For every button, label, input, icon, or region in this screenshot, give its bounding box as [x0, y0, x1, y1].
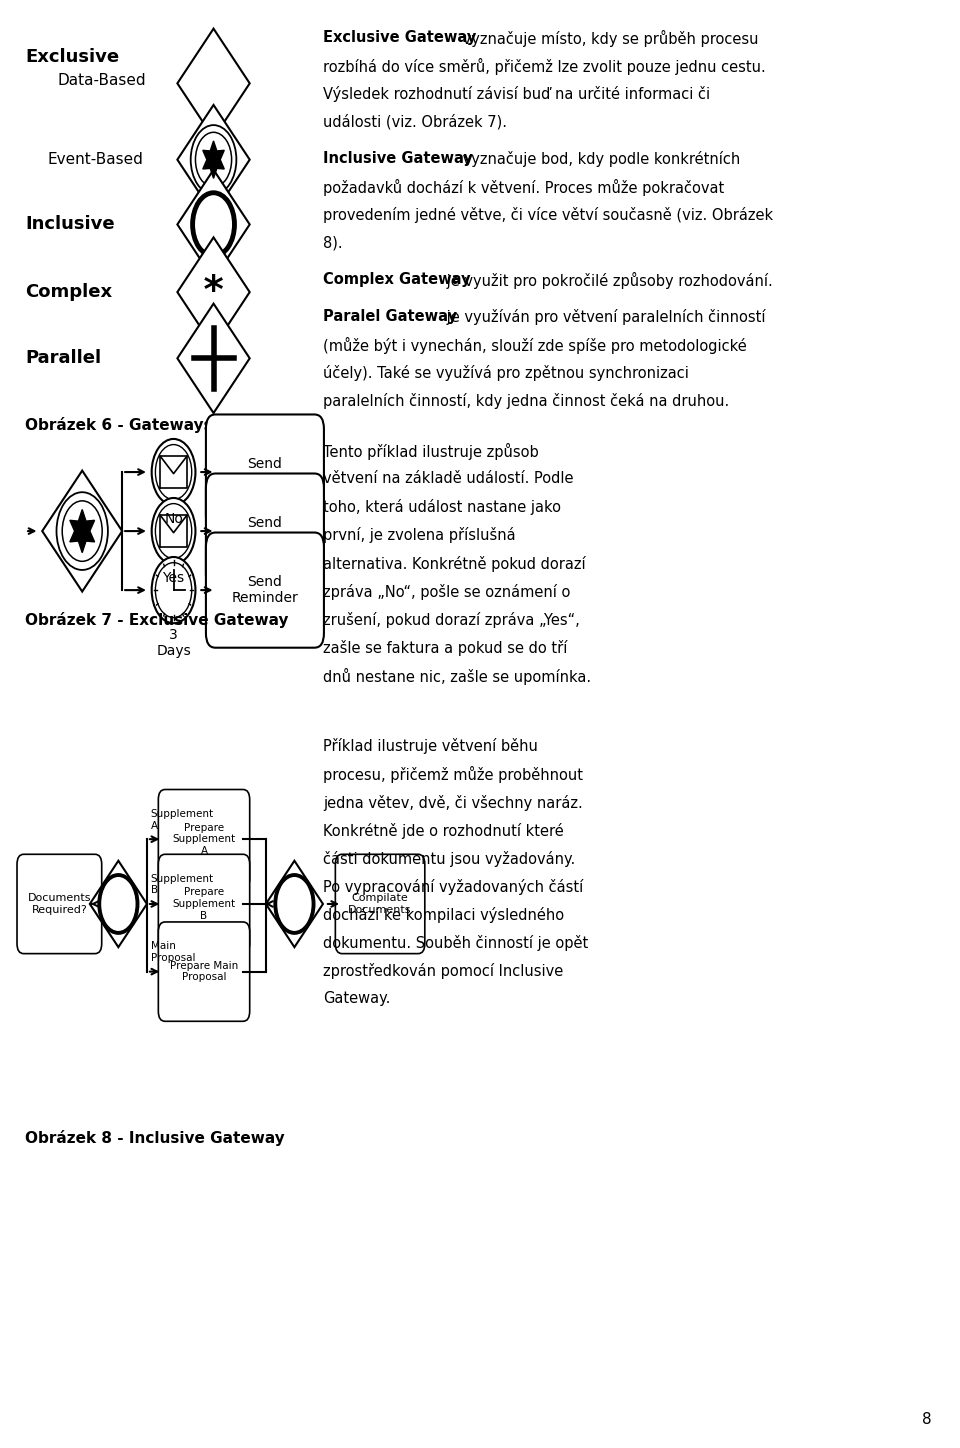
Text: Compilate
Documents: Compilate Documents	[348, 893, 412, 915]
Text: Inclusive Gateway: Inclusive Gateway	[323, 151, 473, 167]
Circle shape	[276, 875, 314, 933]
Polygon shape	[42, 471, 122, 592]
Text: Exclusive Gateway: Exclusive Gateway	[323, 30, 476, 45]
Polygon shape	[266, 860, 323, 947]
Circle shape	[191, 125, 236, 194]
Text: vyznačuje bod, kdy podle konkrétních: vyznačuje bod, kdy podle konkrétních	[458, 151, 740, 167]
Text: Prepare
Supplement
A: Prepare Supplement A	[173, 822, 235, 856]
Text: dnů nestane nic, zašle se upomínka.: dnů nestane nic, zašle se upomínka.	[323, 668, 591, 685]
FancyBboxPatch shape	[206, 533, 324, 647]
Text: zašle se faktura a pokud se do tří: zašle se faktura a pokud se do tří	[323, 640, 567, 656]
Circle shape	[193, 193, 234, 256]
Text: alternativa. Konkrétně pokud dorazí: alternativa. Konkrétně pokud dorazí	[323, 556, 586, 572]
Text: rozbíhá do více směrů, přičemž lze zvolit pouze jednu cestu.: rozbíhá do více směrů, přičemž lze zvoli…	[323, 58, 766, 75]
Circle shape	[156, 504, 192, 559]
Text: toho, která událost nastane jako: toho, která událost nastane jako	[323, 500, 561, 515]
Text: události (viz. Obrázek 7).: události (viz. Obrázek 7).	[323, 114, 507, 130]
Text: první, je zvolena příslušná: první, je zvolena příslušná	[323, 527, 516, 543]
FancyBboxPatch shape	[206, 473, 324, 589]
Polygon shape	[90, 860, 147, 947]
Text: Yes: Yes	[162, 572, 184, 585]
Text: dokumentu. Souběh činností je opět: dokumentu. Souběh činností je opět	[323, 935, 588, 951]
Text: Obrázek 6 - Gateways: Obrázek 6 - Gateways	[25, 417, 213, 433]
Polygon shape	[178, 104, 250, 214]
Text: vyznačuje místo, kdy se průběh procesu: vyznačuje místo, kdy se průběh procesu	[458, 30, 758, 48]
Circle shape	[156, 563, 192, 618]
Text: Gateway.: Gateway.	[323, 990, 391, 1006]
Text: Exclusive: Exclusive	[25, 48, 119, 67]
Polygon shape	[178, 29, 250, 138]
Text: Po vypracování vyžadovaných částí: Po vypracování vyžadovaných částí	[323, 879, 584, 895]
Circle shape	[99, 875, 137, 933]
Circle shape	[152, 557, 196, 623]
Polygon shape	[70, 510, 95, 553]
FancyBboxPatch shape	[158, 922, 250, 1021]
Text: Documents
Required?: Documents Required?	[28, 893, 91, 915]
Polygon shape	[178, 304, 250, 413]
Text: Výsledek rozhodnutí závisí buď na určité informaci či: Výsledek rozhodnutí závisí buď na určité…	[323, 87, 710, 103]
Text: požadavků dochází k větvení. Proces může pokračovat: požadavků dochází k větvení. Proces může…	[323, 180, 724, 195]
Text: zrušení, pokud dorazí zpráva „Yes“,: zrušení, pokud dorazí zpráva „Yes“,	[323, 611, 580, 627]
FancyBboxPatch shape	[335, 854, 425, 954]
Polygon shape	[178, 169, 250, 279]
Text: Supplement
A: Supplement A	[151, 809, 214, 831]
Text: No: No	[164, 513, 183, 527]
Text: paralelních činností, kdy jedna činnost čeká na druhou.: paralelních činností, kdy jedna činnost …	[323, 392, 730, 408]
Circle shape	[196, 132, 231, 187]
Text: Prepare Main
Proposal: Prepare Main Proposal	[170, 961, 238, 982]
Text: jedna větev, dvě, či všechny naráz.: jedna větev, dvě, či všechny naráz.	[323, 795, 583, 811]
Text: Complex: Complex	[25, 284, 112, 301]
FancyBboxPatch shape	[158, 789, 250, 889]
Circle shape	[152, 439, 196, 505]
Circle shape	[62, 501, 102, 562]
Circle shape	[152, 498, 196, 565]
Text: části dokumentu jsou vyžadovány.: části dokumentu jsou vyžadovány.	[323, 850, 575, 867]
Text: Data-Based: Data-Based	[58, 72, 146, 88]
Polygon shape	[203, 140, 225, 178]
Text: Event-Based: Event-Based	[48, 152, 144, 167]
Text: Paralel Gateway: Paralel Gateway	[323, 308, 457, 324]
Text: 3
Days: 3 Days	[156, 627, 191, 657]
Text: Send
Invoice: Send Invoice	[240, 515, 290, 546]
Text: Supplement
B: Supplement B	[151, 873, 214, 895]
Text: Send
Reminder: Send Reminder	[231, 575, 299, 605]
Text: Tento příklad ilustruje způsob: Tento příklad ilustruje způsob	[323, 443, 539, 460]
Text: Obrázek 8 - Inclusive Gateway: Obrázek 8 - Inclusive Gateway	[25, 1129, 285, 1145]
Text: Complex Gateway: Complex Gateway	[323, 272, 470, 287]
Text: Send
Cancel: Send Cancel	[241, 458, 289, 487]
FancyBboxPatch shape	[158, 854, 250, 954]
Text: 8).: 8).	[323, 235, 343, 251]
Text: Obrázek 7 - Exclusive Gateway: Obrázek 7 - Exclusive Gateway	[25, 611, 289, 627]
Text: Inclusive: Inclusive	[25, 216, 115, 233]
Text: je využit pro pokročilé způsoby rozhodování.: je využit pro pokročilé způsoby rozhodov…	[443, 272, 773, 290]
Text: *: *	[202, 274, 226, 311]
Text: Příklad ilustruje větvení běhu: Příklad ilustruje větvení běhu	[323, 738, 538, 754]
FancyBboxPatch shape	[206, 414, 324, 530]
Circle shape	[156, 445, 192, 500]
Text: zprostředkován pomocí Inclusive: zprostředkován pomocí Inclusive	[323, 963, 564, 979]
Text: provedením jedné větve, či více větví současně (viz. Obrázek: provedením jedné větve, či více větví so…	[323, 207, 773, 223]
Text: účely). Také se využívá pro zpětnou synchronizaci: účely). Také se využívá pro zpětnou sync…	[323, 365, 689, 381]
Text: větvení na základě událostí. Podle: větvení na základě událostí. Podle	[323, 472, 573, 487]
Circle shape	[57, 492, 108, 571]
Text: je využíván pro větvení paralelních činností: je využíván pro větvení paralelních činn…	[443, 308, 766, 324]
Polygon shape	[178, 237, 250, 348]
Text: Konkrétně jde o rozhodnutí které: Konkrétně jde o rozhodnutí které	[323, 822, 564, 838]
Text: Prepare
Supplement
B: Prepare Supplement B	[173, 888, 235, 921]
FancyBboxPatch shape	[17, 854, 102, 954]
Text: Main
Proposal: Main Proposal	[151, 941, 195, 963]
Text: procesu, přičemž může proběhnout: procesu, přičemž může proběhnout	[323, 766, 583, 783]
Text: dochází ke kompilaci výsledného: dochází ke kompilaci výsledného	[323, 906, 564, 922]
Text: Parallel: Parallel	[25, 349, 101, 368]
Text: zpráva „No“, pošle se oznámení o: zpráva „No“, pošle se oznámení o	[323, 584, 570, 599]
Text: 8: 8	[923, 1412, 932, 1426]
Text: (může být i vynechán, slouží zde spíše pro metodologické: (může být i vynechán, slouží zde spíše p…	[323, 337, 747, 353]
